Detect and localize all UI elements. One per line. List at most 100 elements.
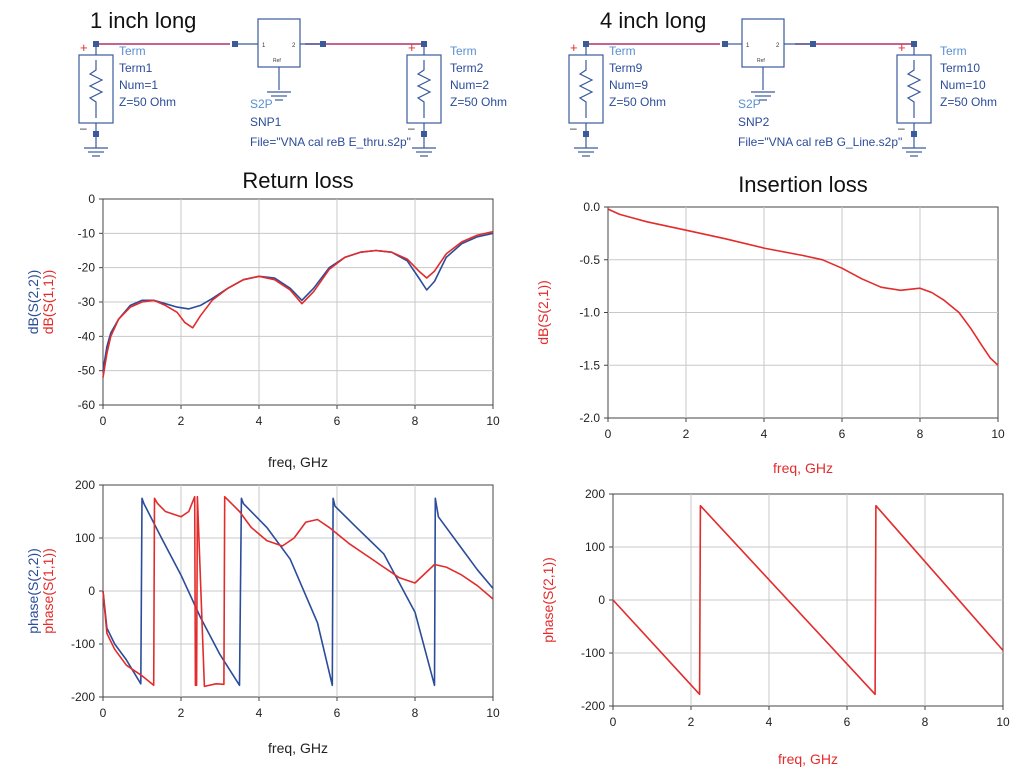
x-tick-label: 2 xyxy=(688,715,695,729)
y-tick-label: -200 xyxy=(581,699,605,713)
y-tick-label: -1.0 xyxy=(579,306,600,320)
chart-insertion-loss: Insertion loss 0 2 4 6 8 10 0.0 -0.5 -1.0 -1.5 -2.0… xyxy=(535,172,1005,476)
svg-text:+: + xyxy=(898,40,906,55)
y-tick-label: 100 xyxy=(75,531,95,545)
term-num: Num=2 xyxy=(450,78,489,92)
y-tick-label: -50 xyxy=(78,364,96,378)
resistor-icon xyxy=(578,60,594,118)
y-tick-label: -60 xyxy=(78,398,96,412)
resistor-icon xyxy=(88,60,104,118)
series-line-db-s-2-1- xyxy=(607,208,999,366)
schematic-1inch: 1 inch long + – Term Term1 Num=1 Z=50 Oh… xyxy=(78,8,507,157)
x-tick-label: 8 xyxy=(917,427,924,441)
x-tick-label: 8 xyxy=(412,706,419,720)
x-tick-label: 4 xyxy=(761,427,768,441)
series-line-phase-s-2-1- xyxy=(612,504,1004,696)
term-port-2: + – Term Term2 Num=2 Z=50 Ohm xyxy=(406,40,507,157)
chart-return-loss: Return loss 0 2 4 6 8 10 0 -10 -20 -30 -40 -50 -60 fre… xyxy=(25,168,500,470)
chart-title: Return loss xyxy=(242,168,353,193)
s2p-kind: S2P xyxy=(250,97,273,111)
schematic-4inch: 4 inch long + – Term Term9 Num=9 Z=50 Oh… xyxy=(568,8,997,157)
svg-text:Ref: Ref xyxy=(273,58,281,64)
y-axis-label: dB(S(2,2)) xyxy=(25,270,41,335)
y-tick-label: -40 xyxy=(78,329,96,343)
y-tick-label: 200 xyxy=(75,478,95,492)
series-line-db-s-1-1- xyxy=(102,230,494,378)
term-num: Num=9 xyxy=(609,78,648,92)
svg-text:Ref: Ref xyxy=(757,58,765,64)
x-tick-label: 4 xyxy=(256,414,263,428)
series-line-phase-s-2-2- xyxy=(102,497,494,687)
y-axis-label: dB(S(2,1)) xyxy=(535,280,551,345)
x-tick-label: 0 xyxy=(100,414,107,428)
y-axis-label: phase(S(2,1)) xyxy=(540,557,556,643)
x-tick-label: 10 xyxy=(996,715,1010,729)
y-tick-label: 100 xyxy=(585,540,605,554)
y-axis-label: phase(S(1,1)) xyxy=(40,548,56,634)
term-name: Term10 xyxy=(940,61,980,75)
x-tick-label: 10 xyxy=(991,427,1005,441)
y-tick-label: -20 xyxy=(78,261,96,275)
x-tick-label: 8 xyxy=(412,414,419,428)
y-axis-label: dB(S(1,1)) xyxy=(40,270,56,335)
series-line-phase-s-1-1- xyxy=(102,495,494,688)
y-tick-label: -30 xyxy=(78,295,96,309)
term-kind: Term xyxy=(940,44,967,58)
term-kind: Term xyxy=(119,44,146,58)
s2p-name: SNP2 xyxy=(738,115,770,129)
y-tick-label: 0.0 xyxy=(583,200,600,214)
s2p-file: File="VNA cal reB G_Line.s2p" xyxy=(738,135,902,149)
y-tick-label: -100 xyxy=(581,646,605,660)
y-tick-label: 0 xyxy=(88,584,95,598)
x-tick-label: 0 xyxy=(610,715,617,729)
term-impedance: Z=50 Ohm xyxy=(450,95,507,109)
y-tick-label: 200 xyxy=(585,487,605,501)
term-num: Num=10 xyxy=(940,78,986,92)
x-tick-label: 4 xyxy=(766,715,773,729)
svg-text:2: 2 xyxy=(292,43,296,49)
term-num: Num=1 xyxy=(119,78,158,92)
chart-title: Insertion loss xyxy=(738,172,868,197)
y-tick-label: -0.5 xyxy=(579,253,600,267)
s2p-file: File="VNA cal reB E_thru.s2p" xyxy=(250,135,411,149)
x-tick-label: 10 xyxy=(486,706,500,720)
x-tick-label: 6 xyxy=(844,715,851,729)
y-tick-label: -1.5 xyxy=(579,358,600,372)
svg-text:2: 2 xyxy=(776,43,780,49)
svg-text:–: – xyxy=(80,121,87,135)
s2p-block: 1 2 Ref S2P SNP1 File="VNA cal reB E_thr… xyxy=(232,18,411,149)
y-tick-label: 0 xyxy=(88,192,95,206)
term-name: Term2 xyxy=(450,61,484,75)
x-tick-label: 6 xyxy=(334,706,341,720)
y-tick-label: -200 xyxy=(71,690,95,704)
x-tick-label: 10 xyxy=(486,414,500,428)
x-tick-label: 0 xyxy=(605,427,612,441)
chart-phase-transmission: 0 2 4 6 8 10 200 100 0 -100 -200 freq, GHz phase(S(2… xyxy=(540,487,1010,767)
svg-text:+: + xyxy=(408,40,416,55)
term-port-1: + – Term Term9 Num=9 Z=50 Ohm xyxy=(568,40,666,157)
x-tick-label: 2 xyxy=(178,414,185,428)
term-kind: Term xyxy=(450,44,477,58)
x-tick-label: 8 xyxy=(922,715,929,729)
x-tick-label: 6 xyxy=(839,427,846,441)
term-name: Term1 xyxy=(119,61,153,75)
svg-text:–: – xyxy=(570,121,577,135)
term-kind: Term xyxy=(609,44,636,58)
svg-text:–: – xyxy=(408,121,415,135)
x-axis-label: freq, GHz xyxy=(268,454,328,470)
term-port-2: + – Term Term10 Num=10 Z=50 Ohm xyxy=(896,40,997,157)
y-tick-label: -2.0 xyxy=(579,411,600,425)
svg-text:+: + xyxy=(570,40,578,55)
series-line-db-s-2-2- xyxy=(102,232,494,371)
x-tick-label: 2 xyxy=(683,427,690,441)
resistor-icon xyxy=(906,60,922,118)
term-port-1: + – Term Term1 Num=1 Z=50 Ohm xyxy=(78,40,176,157)
x-tick-label: 4 xyxy=(256,706,263,720)
schematic-title: 4 inch long xyxy=(600,8,706,33)
y-tick-label: -10 xyxy=(78,226,96,240)
term-impedance: Z=50 Ohm xyxy=(119,95,176,109)
s2p-name: SNP1 xyxy=(250,115,282,129)
schematic-title: 1 inch long xyxy=(90,8,196,33)
y-axis-label: phase(S(2,2)) xyxy=(25,548,41,634)
